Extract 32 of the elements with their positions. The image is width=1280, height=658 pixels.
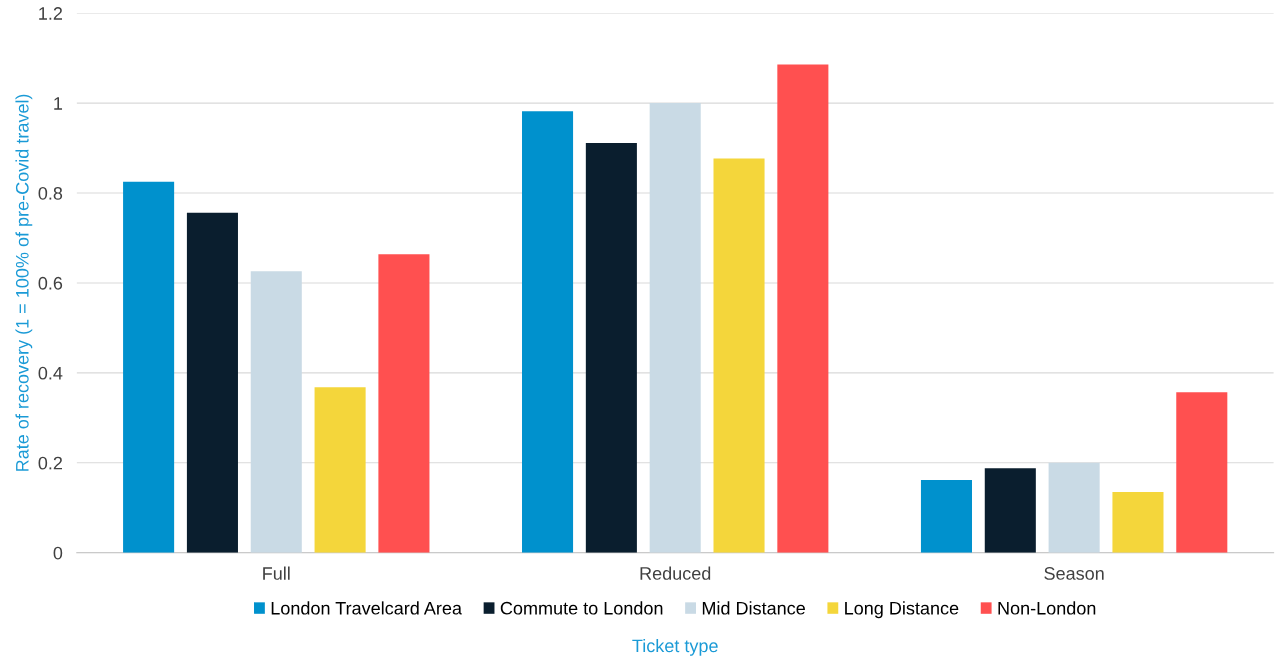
- bar: [1176, 392, 1228, 553]
- bar: [250, 271, 302, 553]
- legend-label: Non-London: [998, 601, 1096, 615]
- bar: [984, 468, 1036, 553]
- y-tick-label: 0: [53, 546, 63, 560]
- legend-label: Long Distance: [845, 601, 959, 619]
- bar: [1048, 462, 1100, 553]
- bar: [378, 254, 430, 553]
- x-tick-label: Full: [263, 566, 290, 580]
- x-tick-label: Reduced: [640, 566, 711, 580]
- bar: [186, 212, 238, 553]
- bar: [920, 479, 973, 553]
- y-tick-label: 1: [54, 97, 63, 110]
- bar: [314, 387, 366, 553]
- bar: [649, 103, 701, 553]
- legend-label: Commute to London: [500, 601, 663, 615]
- y-tick-label: 1.2: [39, 7, 63, 20]
- y-tick-label: 0.4: [38, 366, 63, 380]
- bar: [777, 64, 829, 553]
- bar: [713, 158, 765, 553]
- x-tick-label: Season: [1044, 567, 1104, 580]
- y-tick-label: 0.6: [38, 276, 63, 290]
- y-tick-label: 0.8: [38, 186, 63, 200]
- bar: [1112, 492, 1164, 553]
- bar: [522, 111, 574, 553]
- legend-label: London Travelcard Area: [271, 601, 462, 615]
- x-axis-title: Ticket type: [632, 639, 718, 656]
- bar: [123, 181, 175, 553]
- legend-label: Mid Distance: [702, 601, 805, 615]
- y-axis-title: Rate of recovery (1 = 100% of pre-Covid travel): [15, 94, 33, 471]
- bar: [585, 143, 637, 553]
- y-tick-label: 0.2: [38, 456, 63, 470]
